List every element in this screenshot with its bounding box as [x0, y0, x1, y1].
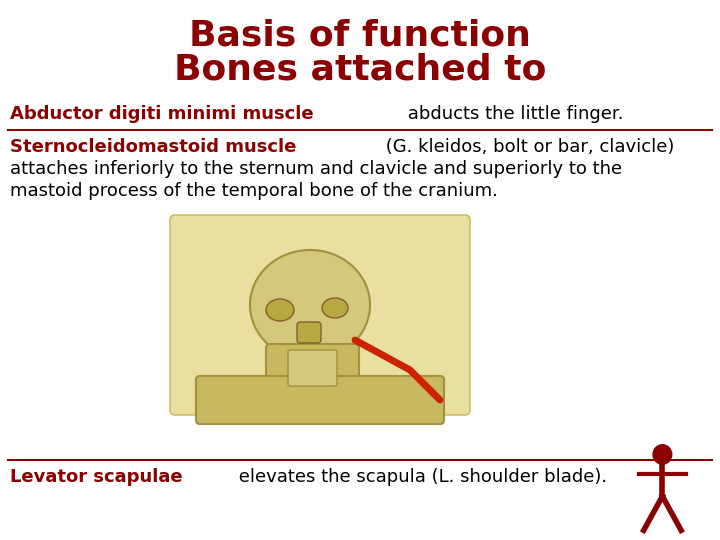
- Text: Basis of function: Basis of function: [189, 18, 531, 52]
- Text: (G. kleidos, bolt or bar, clavicle): (G. kleidos, bolt or bar, clavicle): [379, 138, 674, 156]
- FancyBboxPatch shape: [266, 344, 359, 382]
- Text: attaches inferiorly to the sternum and clavicle and superiorly to the: attaches inferiorly to the sternum and c…: [10, 160, 622, 178]
- Text: Sternocleidomastoid muscle: Sternocleidomastoid muscle: [10, 138, 297, 156]
- FancyBboxPatch shape: [170, 215, 470, 415]
- Ellipse shape: [266, 299, 294, 321]
- FancyBboxPatch shape: [297, 322, 321, 343]
- Text: elevates the scapula (L. shoulder blade).: elevates the scapula (L. shoulder blade)…: [233, 468, 607, 486]
- Text: Abductor digiti minimi muscle: Abductor digiti minimi muscle: [10, 105, 314, 123]
- Text: abducts the little finger.: abducts the little finger.: [402, 105, 624, 123]
- Ellipse shape: [322, 298, 348, 318]
- Ellipse shape: [250, 250, 370, 360]
- FancyBboxPatch shape: [288, 350, 337, 386]
- Text: mastoid process of the temporal bone of the cranium.: mastoid process of the temporal bone of …: [10, 182, 498, 200]
- Text: Levator scapulae: Levator scapulae: [10, 468, 183, 486]
- Text: Bones attached to: Bones attached to: [174, 52, 546, 86]
- FancyBboxPatch shape: [196, 376, 444, 424]
- Circle shape: [653, 445, 672, 464]
